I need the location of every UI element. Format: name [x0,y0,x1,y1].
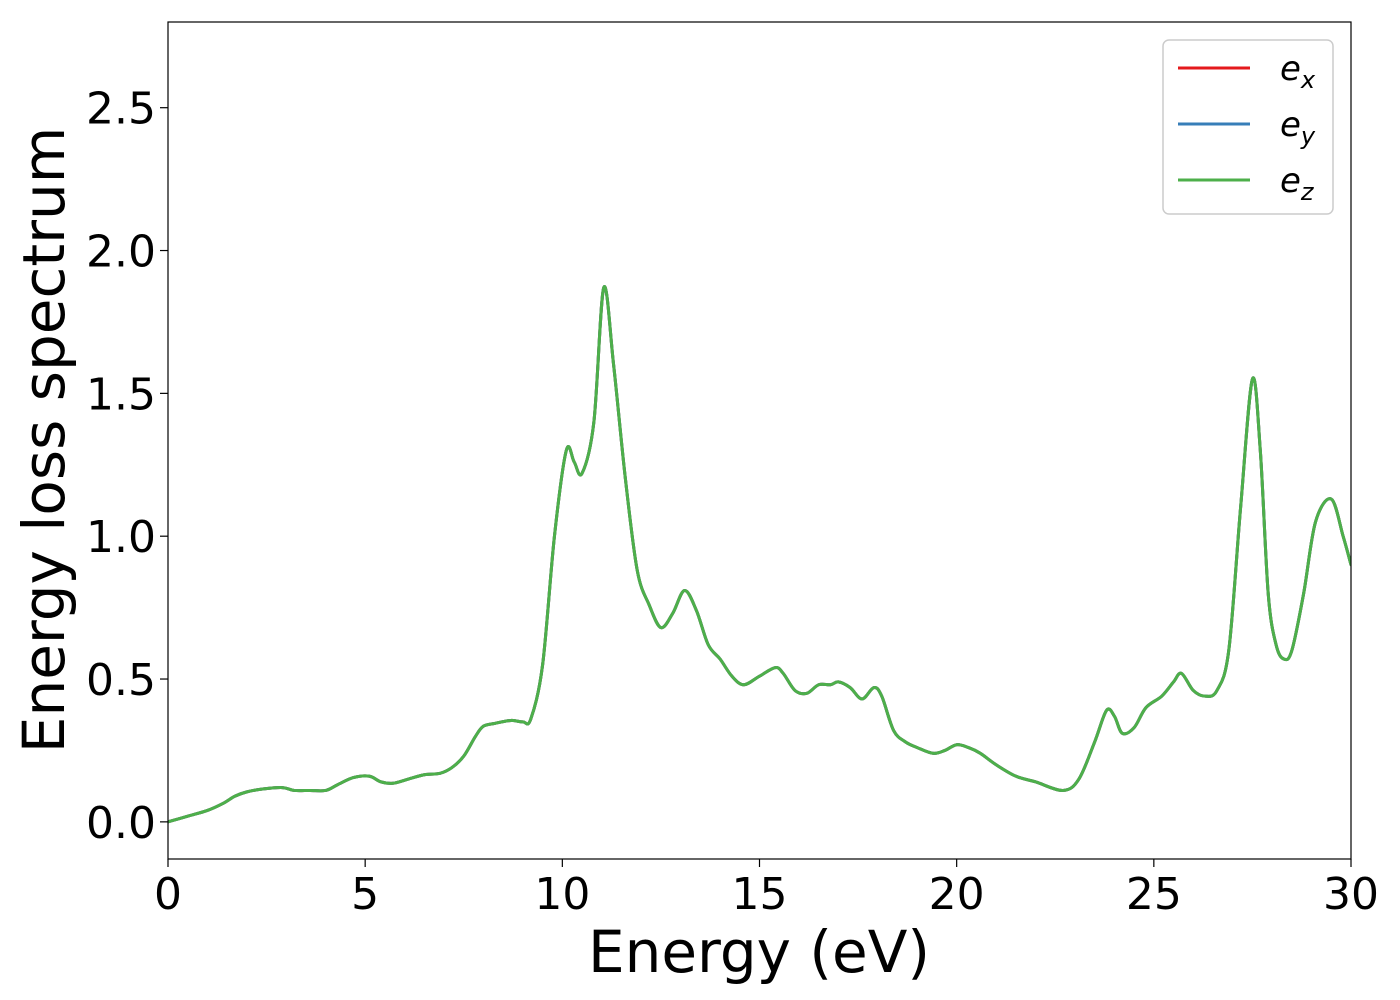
x-axis-label: Energy (eV) [588,918,930,986]
legend-label-z: ez [1280,161,1315,206]
y-tick-label: 2.0 [86,227,156,278]
x-tick-label: 25 [1126,869,1182,920]
axis-ticks: 0 5 10 15 20 25 30 0.0 0.5 1.0 1.5 2.0 2.5 [86,84,1379,920]
legend-frame [1162,39,1334,215]
y-tick-label: 1.0 [86,512,156,563]
x-tick-label: 30 [1323,869,1379,920]
series-line-ey [168,285,1351,824]
series-lines [168,285,1351,824]
y-axis-label: Energy loss spectrum [10,127,78,753]
plot-frame [167,21,1352,860]
legend: ex ey ez [1162,39,1334,215]
series-line-ex [168,285,1351,824]
y-tick-label: 2.5 [86,84,156,135]
x-tick-label: 0 [154,869,182,920]
x-tick-label: 10 [534,869,590,920]
x-tick-label: 15 [732,869,788,920]
series-line-ez [168,285,1351,824]
legend-label-y: ey [1280,105,1316,150]
x-tick-label: 20 [929,869,985,920]
y-tick-label: 0.5 [86,655,156,706]
y-tick-label: 0.0 [86,798,156,849]
x-tick-label: 5 [351,869,379,920]
legend-label-x: ex [1280,49,1316,94]
y-tick-label: 1.5 [86,369,156,420]
